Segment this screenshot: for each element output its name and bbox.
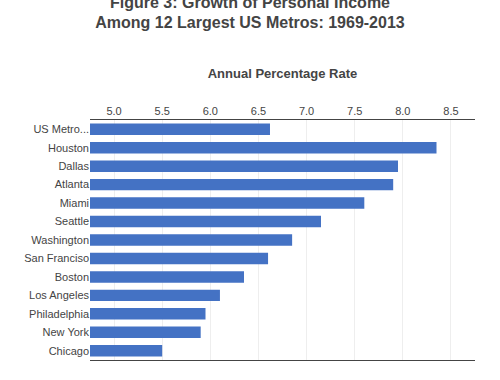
svg-text:Houston: Houston xyxy=(48,142,89,154)
svg-text:Chicago: Chicago xyxy=(49,345,89,357)
svg-text:US Metro...: US Metro... xyxy=(33,123,89,135)
svg-text:Dallas: Dallas xyxy=(58,160,89,172)
svg-text:Figure 3: Growth of Personal I: Figure 3: Growth of Personal IncomeAmong… xyxy=(95,0,405,31)
svg-text:Atlanta: Atlanta xyxy=(55,178,90,190)
svg-text:Philadelphia: Philadelphia xyxy=(29,308,90,320)
svg-text:Seattle: Seattle xyxy=(55,215,89,227)
svg-text:San Franciso: San Franciso xyxy=(24,252,89,264)
svg-text:6.0: 6.0 xyxy=(203,105,218,117)
svg-text:5.0: 5.0 xyxy=(106,105,121,117)
svg-text:7.5: 7.5 xyxy=(347,105,362,117)
svg-text:6.5: 6.5 xyxy=(251,105,266,117)
svg-text:8.0: 8.0 xyxy=(395,105,410,117)
svg-text:7.0: 7.0 xyxy=(299,105,314,117)
svg-text:5.5: 5.5 xyxy=(155,105,170,117)
svg-text:Washington: Washington xyxy=(31,234,89,246)
svg-text:Boston: Boston xyxy=(55,271,89,283)
svg-text:Annual Percentage Rate: Annual Percentage Rate xyxy=(208,66,358,81)
svg-text:Miami: Miami xyxy=(60,197,89,209)
svg-text:New York: New York xyxy=(43,326,90,338)
svg-text:Los Angeles: Los Angeles xyxy=(29,289,89,301)
svg-text:8.5: 8.5 xyxy=(443,105,458,117)
